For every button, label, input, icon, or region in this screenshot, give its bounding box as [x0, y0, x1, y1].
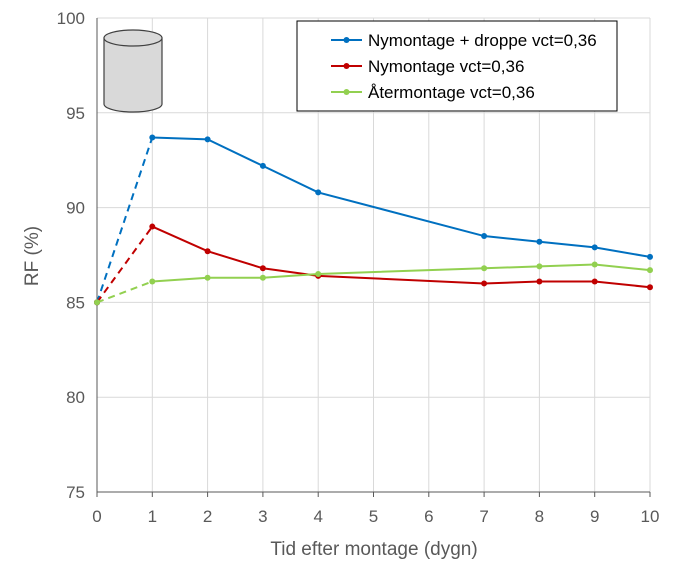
x-tick-labels: 0 1 2 3 4 5 6 7 8 9 10: [92, 507, 659, 526]
series-0-point: [315, 189, 322, 196]
axes: [96, 18, 651, 497]
series-2-point: [647, 267, 653, 274]
legend-item-1: Nymontage vct=0,36: [331, 57, 524, 76]
series-1-point: [647, 284, 653, 291]
series-1-point: [481, 280, 488, 287]
series-2-point: [481, 265, 488, 272]
series-2-point: [94, 299, 100, 306]
series-2: [94, 261, 653, 306]
series-2-line: [152, 263, 651, 283]
legend-item-2: Återmontage vct=0,36: [331, 83, 535, 102]
series-0-point: [149, 134, 156, 141]
series-2-point: [149, 278, 156, 285]
series-0-point: [204, 136, 211, 143]
series-0: [94, 134, 653, 306]
y-tick-label: 100: [57, 9, 85, 28]
series-2-dashed-segment: [96, 280, 153, 304]
legend-item-0: Nymontage + droppe vct=0,36: [331, 31, 597, 50]
legend-marker-1: [343, 63, 350, 69]
x-tick-label: 6: [424, 507, 433, 526]
x-tick-label: 10: [641, 507, 660, 526]
legend-label-0: Nymontage + droppe vct=0,36: [368, 31, 597, 50]
series-2-point: [536, 263, 543, 270]
x-tick-label: 1: [148, 507, 157, 526]
x-tick-label: 5: [369, 507, 378, 526]
x-tick-label: 7: [479, 507, 488, 526]
series-2-point: [259, 274, 266, 281]
x-tick-label: 3: [258, 507, 267, 526]
series-1-point: [204, 248, 211, 255]
series-1-point: [259, 265, 266, 272]
series-0-point: [481, 233, 488, 240]
series-1-point: [149, 223, 156, 230]
series-0-point: [591, 244, 598, 251]
series-0-point: [259, 162, 266, 169]
y-tick-label: 75: [66, 483, 85, 502]
y-tick-label: 85: [66, 293, 85, 312]
x-tick-label: 8: [535, 507, 544, 526]
x-tick-label: 0: [92, 507, 101, 526]
series-layer: [94, 134, 653, 306]
cylinder-icon: [103, 29, 163, 113]
x-axis-title: Tid efter montage (dygn): [270, 539, 477, 560]
y-axis-title: RF (%): [22, 226, 43, 286]
series-1-point: [536, 278, 543, 285]
legend: Nymontage + droppe vct=0,36 Nymontage vc…: [296, 20, 618, 112]
series-1-dashed-segment: [96, 225, 154, 303]
series-2-point: [204, 274, 211, 281]
series-2-point: [315, 270, 322, 277]
x-tick-label: 2: [203, 507, 212, 526]
legend-label-2: Återmontage vct=0,36: [368, 83, 535, 102]
y-tick-label: 95: [66, 104, 85, 123]
x-tick-label: 9: [590, 507, 599, 526]
series-0-line: [152, 136, 651, 258]
legend-marker-2: [343, 89, 350, 95]
series-0-point: [536, 238, 543, 245]
series-2-point: [591, 261, 598, 268]
legend-marker-0: [343, 37, 350, 43]
legend-label-1: Nymontage vct=0,36: [368, 57, 524, 76]
series-1-line: [151, 225, 651, 289]
series-1-point: [591, 278, 598, 285]
series-0-point: [647, 253, 653, 260]
y-tick-label: 80: [66, 388, 85, 407]
x-tick-label: 4: [313, 507, 322, 526]
y-tick-label: 90: [66, 199, 85, 218]
series-0-dashed-segment: [96, 137, 154, 303]
y-tick-labels: 75 80 85 90 95 100: [57, 9, 85, 502]
